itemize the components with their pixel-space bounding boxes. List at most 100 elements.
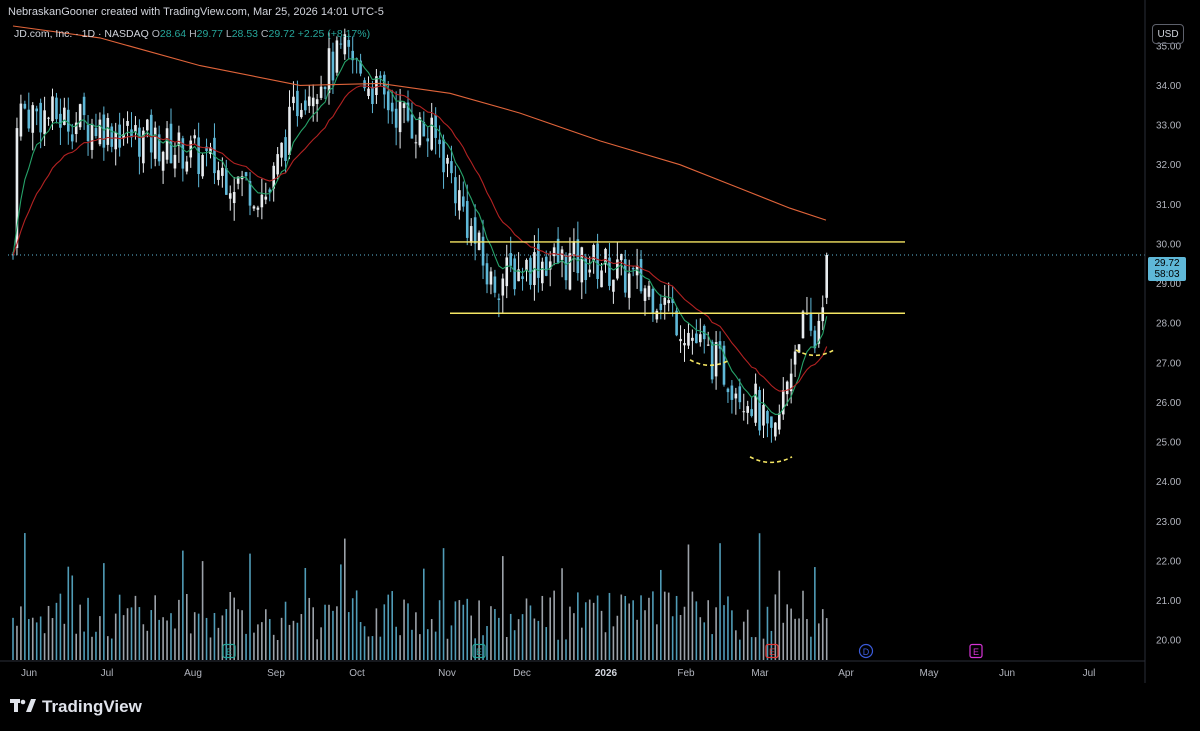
candle-body [351, 50, 354, 61]
candle-body [157, 134, 161, 162]
y-tick-label: 33.00 [1156, 121, 1181, 132]
tradingview-logo[interactable]: TradingView [10, 697, 142, 717]
candle-body [394, 108, 398, 128]
earnings-marker [765, 643, 779, 659]
candle-body [529, 257, 532, 285]
candle-body [730, 385, 734, 400]
x-tick-label: Oct [349, 668, 365, 679]
earnings-marker [969, 643, 983, 659]
candle-body [430, 117, 433, 150]
candle-body [217, 170, 220, 180]
candle-body [699, 334, 702, 343]
candle-body [51, 96, 54, 122]
candle-body [371, 86, 374, 104]
close-label: C [260, 28, 269, 40]
candle-body [307, 96, 311, 106]
candle-body [450, 161, 453, 174]
candle-body [687, 332, 690, 346]
candle-body [70, 134, 74, 142]
candle-body [383, 74, 386, 95]
candle-body [521, 276, 524, 279]
candle-body [809, 313, 813, 331]
candle-body [556, 238, 560, 263]
currency-button[interactable]: USD [1152, 24, 1184, 44]
candle-body [161, 151, 165, 171]
candle-body [63, 107, 66, 125]
candle-body [339, 43, 343, 45]
candle-body [734, 393, 738, 399]
candle-body [169, 123, 173, 164]
candle-body [746, 406, 749, 413]
candle-body [311, 97, 315, 107]
candle-body [679, 338, 682, 342]
candle-body [244, 172, 248, 177]
candle-body [47, 117, 50, 119]
open-value: 28.64 [159, 28, 187, 40]
candle-body [446, 157, 449, 164]
x-tick-label: Mar [751, 668, 769, 679]
y-tick-label: 34.00 [1156, 81, 1181, 92]
candle-body [631, 268, 635, 270]
candle-body [98, 119, 102, 145]
symbol-legend: JD.com, Inc. · 1D · NASDAQ O28.64 H29.77… [14, 28, 370, 40]
candle-body [292, 96, 295, 104]
time-axis: Jun Jul Aug Sep Oct Nov Dec 2026 Feb Mar Apr May Jun… [21, 668, 1095, 679]
y-tick-label: 22.00 [1156, 556, 1181, 567]
candle-body [177, 132, 181, 147]
candle-body [15, 128, 19, 248]
candle-body [386, 91, 390, 111]
y-tick-label: 30.00 [1156, 239, 1181, 250]
candle-body [27, 109, 31, 129]
tradingview-logo-icon [10, 699, 36, 712]
last-price-tag: 29.72 58:03 [1148, 257, 1186, 281]
candle-body [122, 134, 125, 139]
candle-body [647, 285, 651, 297]
candle-body [256, 207, 260, 210]
candle-body [710, 341, 714, 380]
y-tick-label: 31.00 [1156, 200, 1181, 211]
candle-body [315, 99, 319, 104]
event-marker-label: D [863, 647, 870, 657]
candle-body [785, 381, 789, 395]
candle-body [481, 236, 485, 266]
candle-body [592, 245, 595, 261]
candle-body [537, 243, 540, 278]
candle-body [225, 168, 228, 195]
candle-body [110, 126, 114, 147]
candle-body [146, 119, 149, 131]
candle-body [548, 261, 552, 270]
candle-body [67, 109, 70, 132]
candle-body [517, 269, 520, 282]
x-tick-label: Jun [21, 668, 37, 679]
candle-body [604, 248, 607, 265]
candle-body [418, 117, 422, 146]
close-value: 29.72 [268, 28, 295, 40]
open-label: O [151, 28, 160, 40]
y-tick-label: 29.00 [1156, 279, 1181, 290]
candle-body [442, 139, 445, 173]
candle-body [335, 40, 339, 73]
candle-body [714, 342, 718, 377]
candle-body [323, 86, 327, 90]
candle-body [205, 146, 208, 151]
candle-body [742, 411, 746, 413]
candle-body [458, 190, 461, 211]
candle-body [568, 253, 572, 290]
last-price-value: 29.72 [1154, 258, 1180, 269]
y-tick-label: 35.00 [1156, 41, 1181, 52]
candle-body [59, 113, 62, 128]
candle-body [580, 247, 584, 283]
candle-body [754, 383, 757, 423]
x-tick-label: Sep [267, 668, 285, 679]
price-axis: 35.00 34.00 33.00 32.00 31.00 30.00 29.00 28.00… [0, 0, 1181, 683]
candle-body [260, 194, 264, 208]
candle-body [272, 165, 275, 189]
candle-body [142, 130, 145, 164]
candle-body [770, 416, 773, 428]
y-tick-label: 25.00 [1156, 438, 1181, 449]
candle-body [402, 103, 406, 109]
candle-body [584, 256, 588, 281]
candle-body [327, 48, 331, 93]
